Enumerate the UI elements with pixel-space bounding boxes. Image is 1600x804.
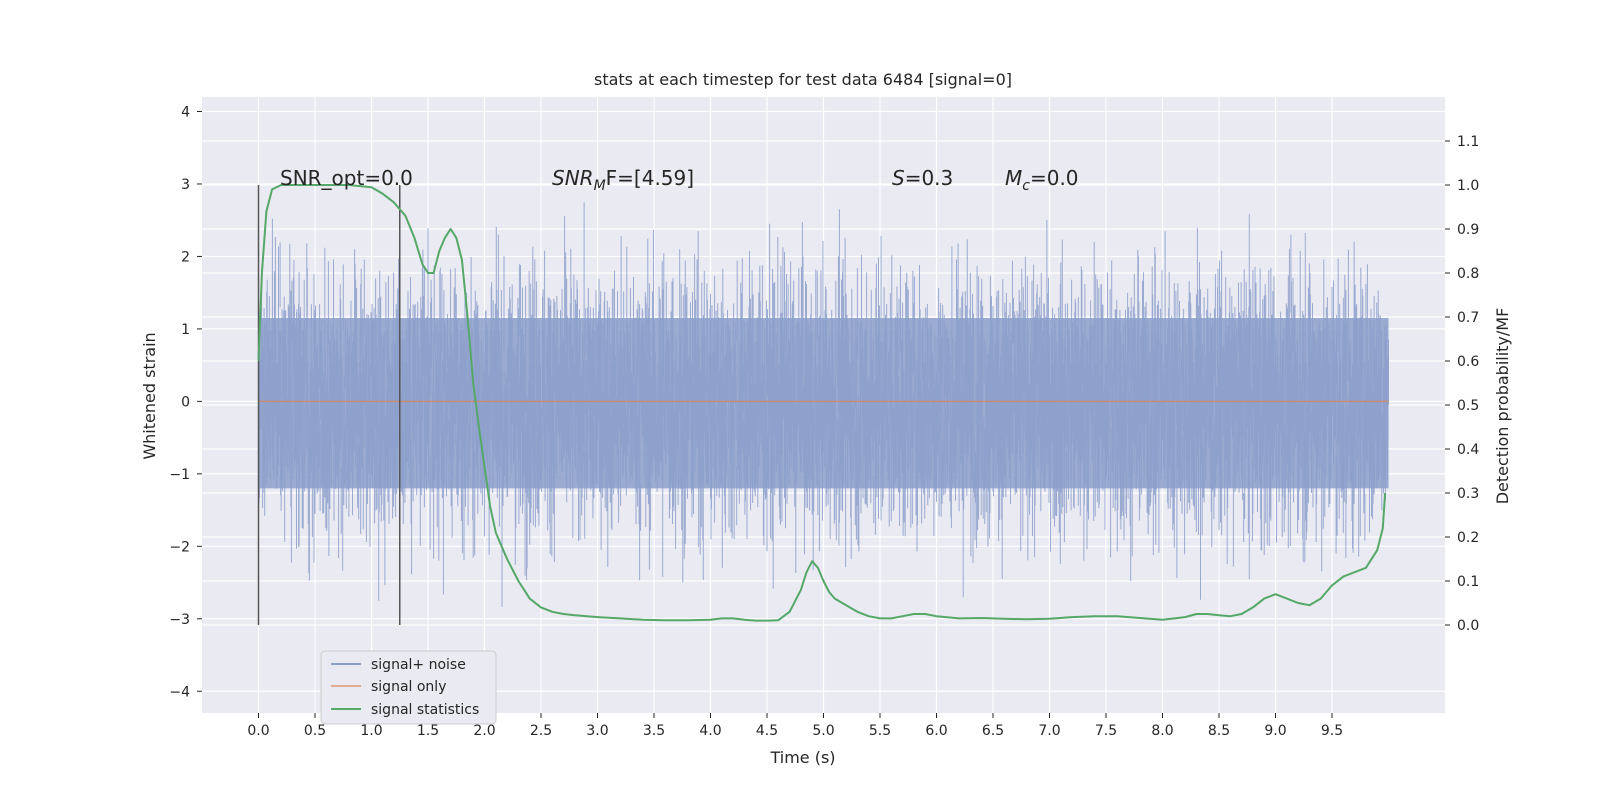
annotation-mc-sub: c — [1022, 178, 1030, 194]
x-tick-label: 5.0 — [812, 723, 834, 739]
y2-tick-label: 0.7 — [1457, 310, 1479, 326]
y2-tick-label: 0.8 — [1457, 266, 1479, 282]
annotation-s: S=0.3 — [892, 166, 953, 190]
y2-axis-ticks: 1.1 1.0 0.9 0.8 0.7 0.6 0.5 0.4 0.3 0.2 0.1 0.0 — [1445, 134, 1479, 634]
annotation-snr-opt: SNR_opt=0.0 — [280, 166, 413, 190]
legend-label-stats: signal statistics — [371, 702, 479, 718]
annotation-snr-mf-sub: M — [594, 178, 606, 194]
y-tick-label: −2 — [169, 539, 190, 555]
y-tick-label: 0 — [181, 394, 190, 410]
x-tick-label: 0.0 — [247, 723, 269, 739]
x-tick-label: 3.5 — [643, 723, 665, 739]
legend-box — [320, 650, 497, 725]
y-axis-ticks: 4 3 2 1 0 −1 −2 −3 −4 — [169, 104, 202, 700]
annotation-snr-mf-tail: F=[4.59] — [606, 166, 694, 190]
legend: signal+ noise signal only signal statist… — [320, 650, 497, 725]
x-tick-label: 6.5 — [982, 723, 1004, 739]
y-tick-label: 2 — [181, 249, 190, 265]
chart-title: stats at each timestep for test data 648… — [594, 70, 1012, 89]
annotation-mc-name: M — [1005, 166, 1022, 190]
y2-tick-label: 0.4 — [1457, 442, 1479, 458]
annotation-snr-mf: SNRMF=[4.59] — [552, 166, 694, 194]
y-tick-label: 3 — [181, 177, 190, 193]
vertical-markers — [257, 185, 401, 625]
x-tick-label: 8.0 — [1151, 723, 1173, 739]
x-tick-label: 5.5 — [869, 723, 891, 739]
y2-tick-label: 1.0 — [1457, 178, 1479, 194]
annotation-snr-mf-name: SNR — [552, 166, 594, 190]
y-axis-label: Whitened strain — [140, 332, 159, 459]
x-tick-label: 3.0 — [586, 723, 608, 739]
x-tick-label: 8.5 — [1208, 723, 1230, 739]
y2-tick-label: 0.0 — [1457, 618, 1479, 634]
y-tick-label: −3 — [169, 612, 190, 628]
y2-tick-label: 1.1 — [1457, 134, 1479, 150]
y2-axis-label: Detection probability/MF — [1493, 308, 1512, 505]
signal-statistics-series — [257, 184, 1387, 622]
x-tick-label: 9.0 — [1264, 723, 1286, 739]
x-tick-label: 2.0 — [473, 723, 495, 739]
y2-tick-label: 0.2 — [1457, 530, 1479, 546]
x-tick-label: 0.5 — [304, 723, 326, 739]
x-tick-label: 7.0 — [1038, 723, 1060, 739]
y2-tick-label: 0.5 — [1457, 398, 1479, 414]
annotation-s-tail: =0.3 — [905, 166, 954, 190]
x-tick-label: 9.5 — [1321, 723, 1343, 739]
x-tick-label: 4.5 — [756, 723, 778, 739]
legend-label-signal: signal only — [371, 679, 446, 695]
x-axis-label: Time (s) — [769, 748, 835, 767]
y2-tick-label: 0.3 — [1457, 486, 1479, 502]
x-tick-label: 7.5 — [1095, 723, 1117, 739]
y-tick-label: 1 — [181, 322, 190, 338]
x-tick-label: 1.0 — [360, 723, 382, 739]
x-axis-ticks: 0.0 0.5 1.0 1.5 2.0 2.5 3.0 3.5 4.0 4.5 5.0 5.5 6.0 6… — [247, 713, 1343, 739]
y-tick-label: 4 — [181, 104, 190, 120]
legend-label-noise: signal+ noise — [371, 657, 466, 673]
x-tick-label: 1.5 — [417, 723, 439, 739]
annotation-s-name: S — [892, 166, 905, 190]
y-tick-label: −1 — [169, 467, 190, 483]
x-tick-label: 4.0 — [699, 723, 721, 739]
annotation-mc-tail: =0.0 — [1030, 166, 1079, 190]
signal-noise-series — [258, 202, 1389, 607]
y2-tick-label: 0.6 — [1457, 354, 1479, 370]
y2-tick-label: 0.1 — [1457, 574, 1479, 590]
y2-tick-label: 0.9 — [1457, 222, 1479, 238]
signal-statistics-line — [257, 184, 1387, 622]
y-tick-label: −4 — [169, 684, 190, 700]
annotation-mc: Mc=0.0 — [1005, 166, 1079, 194]
x-tick-label: 2.5 — [530, 723, 552, 739]
x-tick-label: 6.0 — [925, 723, 947, 739]
